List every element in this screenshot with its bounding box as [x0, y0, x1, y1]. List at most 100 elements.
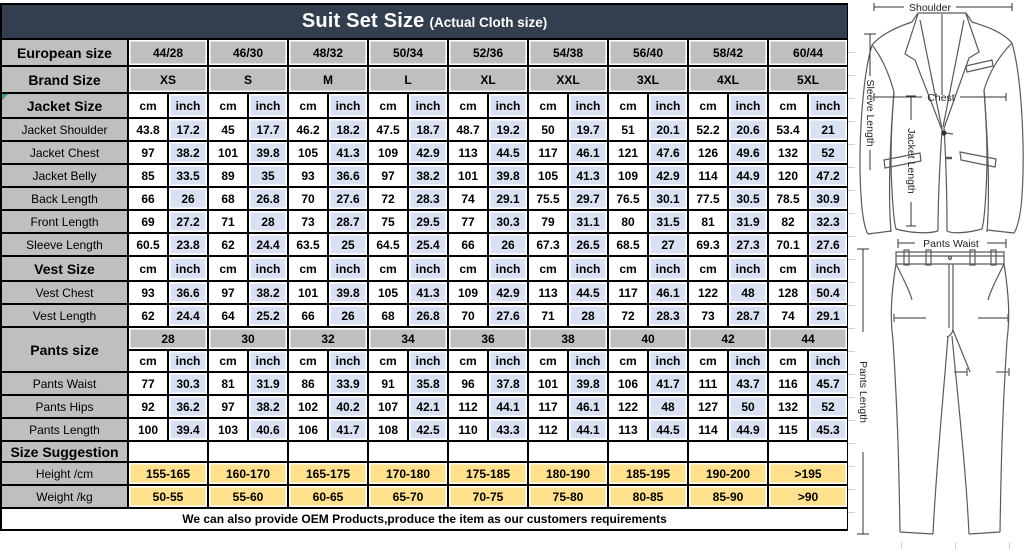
size-header-cell: L — [367, 65, 449, 94]
inch-value-cell: 50 — [727, 394, 769, 419]
inch-value-cell: 37.8 — [487, 371, 529, 396]
unit-inch-cell: inch — [167, 255, 209, 282]
cm-value-cell: 62 — [207, 232, 249, 257]
inch-value-cell: 28.3 — [647, 303, 689, 328]
inch-value-cell: 32.3 — [806, 209, 850, 234]
inch-value-cell: 29.1 — [487, 186, 529, 211]
inch-value-cell: 29.7 — [567, 186, 609, 211]
cm-value-cell: 70 — [447, 303, 489, 328]
inch-value-cell: 44.5 — [567, 280, 609, 305]
cm-value-cell: 93 — [127, 280, 169, 305]
sleeve-length-dimension-label: Sleeve Length — [864, 79, 876, 146]
size-header-cell: XS — [127, 65, 209, 94]
cm-value-cell: 93 — [287, 163, 329, 188]
cm-value-cell: 132 — [767, 394, 809, 419]
inch-value-cell: 28.3 — [407, 186, 449, 211]
pants-size-cell: 38 — [527, 326, 609, 351]
cm-value-cell: 106 — [287, 417, 329, 442]
cm-value-cell: 112 — [527, 417, 569, 442]
pants-size-cell: 32 — [287, 326, 369, 351]
section-label: Vest Size — [0, 255, 129, 282]
inch-value-cell: 44.5 — [487, 140, 529, 165]
inch-value-cell: 38.2 — [167, 140, 209, 165]
inch-value-cell: 46.1 — [647, 280, 689, 305]
cm-value-cell: 107 — [367, 394, 409, 419]
suggestion-empty-cell — [127, 440, 209, 463]
cm-value-cell: 100 — [127, 417, 169, 442]
inch-value-cell: 41.3 — [407, 280, 449, 305]
unit-cm-cell: cm — [607, 255, 649, 282]
range-value-cell: >90 — [766, 484, 850, 509]
unit-cm-cell: cm — [367, 255, 409, 282]
suggestion-empty-cell — [367, 440, 449, 463]
cm-value-cell: 51 — [607, 117, 649, 142]
range-value-cell: 55-60 — [207, 484, 289, 509]
section-label: Size Suggestion — [0, 440, 129, 463]
inch-value-cell: 27.6 — [487, 303, 529, 328]
unit-cm-cell: cm — [527, 349, 569, 373]
cm-value-cell: 101 — [287, 280, 329, 305]
jacket-length-dimension-label: Jacket Length — [905, 128, 917, 194]
cm-value-cell: 81 — [207, 371, 249, 396]
inch-value-cell: 30.1 — [647, 186, 689, 211]
unit-inch-cell: inch — [567, 255, 609, 282]
unit-cm-cell: cm — [687, 92, 729, 119]
row-label: Brand Size — [0, 65, 129, 94]
unit-cm-cell: cm — [767, 92, 809, 119]
cm-value-cell: 105 — [287, 140, 329, 165]
unit-cm-cell: cm — [607, 92, 649, 119]
inch-value-cell: 21 — [806, 117, 850, 142]
cm-value-cell: 91 — [367, 371, 409, 396]
inch-value-cell: 42.9 — [487, 280, 529, 305]
inch-value-cell: 25.2 — [247, 303, 289, 328]
cm-value-cell: 106 — [607, 371, 649, 396]
cm-value-cell: 70 — [287, 186, 329, 211]
unit-inch-cell: inch — [247, 255, 289, 282]
range-value-cell: 180-190 — [527, 461, 609, 486]
cm-value-cell: 46.2 — [287, 117, 329, 142]
unit-cm-cell: cm — [607, 349, 649, 373]
title-suffix: (Actual Cloth size) — [429, 15, 548, 30]
unit-cm-cell: cm — [207, 349, 249, 373]
unit-inch-cell: inch — [806, 255, 850, 282]
inch-value-cell: 41.7 — [327, 417, 369, 442]
inch-value-cell: 26 — [327, 303, 369, 328]
inch-value-cell: 24.4 — [247, 232, 289, 257]
unit-cm-cell: cm — [287, 255, 329, 282]
cm-value-cell: 122 — [687, 280, 729, 305]
inch-value-cell: 38.2 — [407, 163, 449, 188]
inch-value-cell: 36.6 — [167, 280, 209, 305]
table-row: Jacket Shoulder 43.8 17.2 45 17.7 46.2 18.2 47.… — [0, 117, 850, 142]
inch-value-cell: 45.7 — [806, 371, 850, 396]
row-label: Vest Chest — [0, 280, 129, 305]
cm-value-cell: 72 — [367, 186, 409, 211]
inch-value-cell: 43.3 — [487, 417, 529, 442]
range-value-cell: 170-180 — [367, 461, 449, 486]
size-header-cell: 58/42 — [687, 38, 769, 67]
pants-length-dimension — [857, 248, 869, 535]
range-value-cell: 50-55 — [127, 484, 209, 509]
size-header-cell: M — [287, 65, 369, 94]
row-label: Jacket Shoulder — [0, 117, 129, 142]
cm-value-cell: 89 — [207, 163, 249, 188]
unit-inch-cell: inch — [727, 349, 769, 373]
cm-value-cell: 127 — [687, 394, 729, 419]
size-header-cell: 5XL — [766, 65, 850, 94]
cm-value-cell: 113 — [447, 140, 489, 165]
row-label: Front Length — [0, 209, 129, 234]
pants-size-cell: 36 — [447, 326, 529, 351]
inch-value-cell: 23.8 — [167, 232, 209, 257]
cm-value-cell: 126 — [687, 140, 729, 165]
cm-value-cell: 101 — [527, 371, 569, 396]
pants-drawing — [890, 249, 1010, 535]
table-row: Vest Chest 93 36.6 97 38.2 101 39.8 105 41.3 109 4… — [0, 280, 850, 305]
cm-value-cell: 63.5 — [287, 232, 329, 257]
section-label: Jacket Size — [0, 92, 129, 119]
unit-inch-cell: inch — [647, 349, 689, 373]
inch-value-cell: 20.6 — [727, 117, 769, 142]
size-header-cell: 56/40 — [607, 38, 689, 67]
unit-cm-cell: cm — [207, 255, 249, 282]
unit-inch-cell: inch — [647, 255, 689, 282]
cm-value-cell: 122 — [607, 394, 649, 419]
cm-value-cell: 92 — [127, 394, 169, 419]
